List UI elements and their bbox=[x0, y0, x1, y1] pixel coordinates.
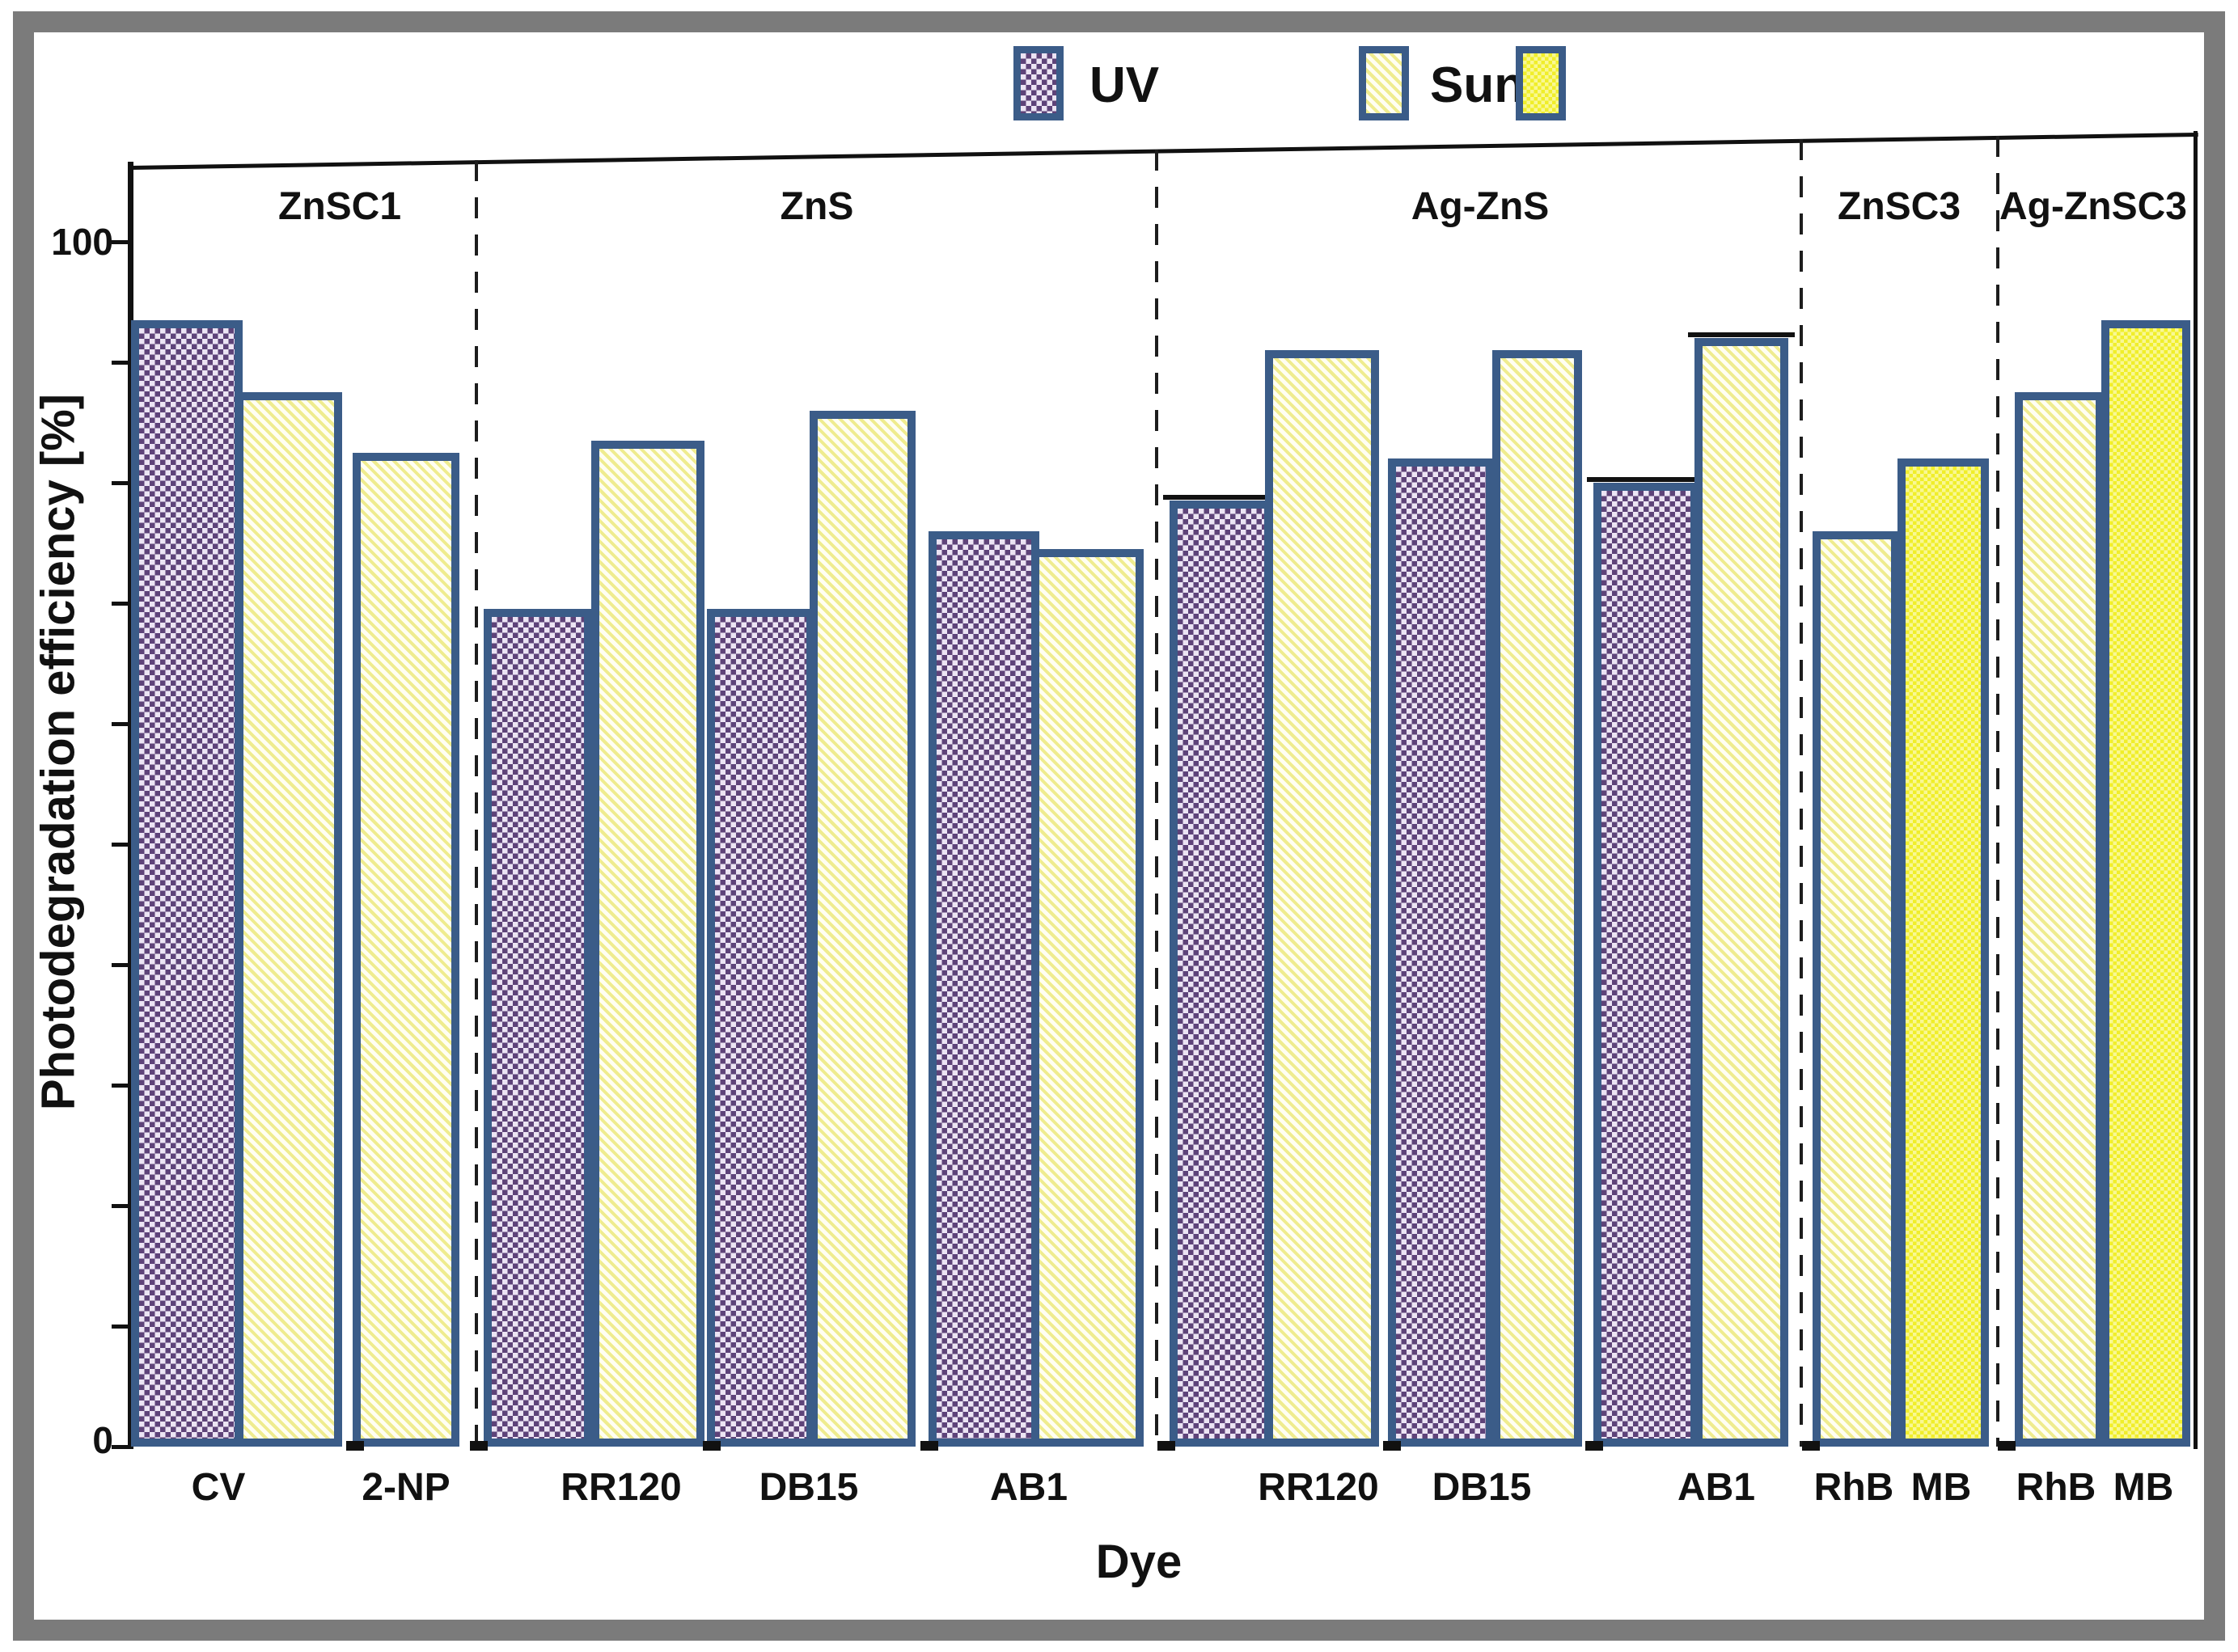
x-tick-label-ab1: AB1 bbox=[989, 1466, 1068, 1509]
x-axis-tick bbox=[920, 1441, 938, 1451]
group-separator-line bbox=[1155, 150, 1158, 1447]
bar-top-cap-line bbox=[1163, 495, 1279, 501]
y-axis-title: Photodegradation efficiency [%] bbox=[32, 393, 85, 1111]
group-label-zns: ZnS bbox=[780, 185, 854, 228]
y-axis-tick bbox=[112, 1325, 131, 1329]
group-label-ag-zns: Ag-ZnS bbox=[1411, 185, 1550, 228]
x-tick-label-cv: CV bbox=[191, 1466, 246, 1509]
x-axis-tick bbox=[346, 1441, 364, 1451]
legend-uv-label: UV bbox=[1089, 57, 1160, 113]
bar-zns-ab1-uv bbox=[929, 530, 1039, 1447]
group-label-znsc3: ZnSC3 bbox=[1837, 185, 1961, 228]
y-axis-tick bbox=[112, 602, 131, 606]
group-label-znsc1: ZnSC1 bbox=[277, 185, 402, 228]
bar-top-cap-line bbox=[1587, 477, 1705, 482]
x-tick-label-mb: MB bbox=[2113, 1466, 2174, 1509]
x-axis-tick bbox=[703, 1441, 721, 1451]
bar-znsc3-rhb-sun bbox=[1813, 530, 1899, 1447]
y-axis-tick bbox=[112, 843, 131, 847]
x-axis-title: Dye bbox=[1095, 1536, 1182, 1588]
x-tick-label-rhb: RhB bbox=[2016, 1466, 2096, 1509]
y-axis-tick bbox=[112, 722, 131, 726]
y-axis-tick bbox=[112, 963, 131, 967]
bar-ag-zns-rr120-uv bbox=[1170, 501, 1272, 1447]
plot-top-border bbox=[131, 132, 2198, 170]
x-tick-label-rr120: RR120 bbox=[561, 1466, 682, 1509]
x-tick-label-db15: DB15 bbox=[759, 1466, 859, 1509]
x-axis-tick bbox=[470, 1441, 488, 1451]
bar-zns-db15-uv bbox=[707, 609, 814, 1447]
right-spine bbox=[2194, 131, 2198, 1449]
x-axis-tick bbox=[1998, 1441, 2016, 1451]
group-separator-line bbox=[1996, 136, 1999, 1447]
group-separator-line bbox=[475, 160, 478, 1447]
x-tick-label-2-np: 2-NP bbox=[362, 1466, 451, 1509]
bar-znsc1-cv-uv bbox=[131, 319, 243, 1447]
x-tick-label-rr120: RR120 bbox=[1258, 1466, 1379, 1509]
bar-ag-znsc3-mb-sun bbox=[2101, 319, 2190, 1447]
y-axis-tick bbox=[112, 1204, 131, 1208]
y-axis-spine bbox=[128, 162, 133, 1449]
bar-ag-zns-rr120-sun bbox=[1265, 350, 1379, 1447]
x-tick-label-ab1: AB1 bbox=[1677, 1466, 1756, 1509]
x-tick-label-mb: MB bbox=[1910, 1466, 1972, 1509]
bar-top-cap-line bbox=[1688, 332, 1795, 338]
x-axis-tick bbox=[1157, 1441, 1175, 1451]
bar-zns-rr120-sun bbox=[591, 440, 704, 1447]
x-axis-tick bbox=[1802, 1441, 1820, 1451]
y-tick-label-100: 100 bbox=[51, 221, 113, 263]
bar-ag-zns-db15-uv bbox=[1388, 458, 1494, 1447]
group-separator-line bbox=[1800, 139, 1803, 1447]
y-axis-tick bbox=[112, 1445, 131, 1449]
y-axis-tick bbox=[112, 240, 131, 244]
bar-znsc3-mb-sun bbox=[1897, 458, 1989, 1447]
y-tick-label-0: 0 bbox=[92, 1419, 113, 1461]
x-tick-label-db15: DB15 bbox=[1432, 1466, 1532, 1509]
legend-solid-swatch bbox=[1516, 46, 1566, 120]
y-axis-tick bbox=[112, 1084, 131, 1088]
y-axis-tick bbox=[112, 361, 131, 365]
group-label-ag-znsc3: Ag-ZnSC3 bbox=[1999, 185, 2187, 228]
bar-ag-zns-ab1-sun bbox=[1694, 338, 1788, 1447]
bar-ag-zns-ab1-uv bbox=[1593, 483, 1699, 1447]
legend-uv-swatch bbox=[1013, 46, 1064, 120]
y-axis-tick bbox=[112, 481, 131, 485]
x-axis-tick bbox=[1383, 1441, 1401, 1451]
legend-sun-label: Sun bbox=[1430, 57, 1525, 113]
bar-ag-znsc3-rhb-sun bbox=[2015, 392, 2104, 1447]
x-tick-label-rhb: RhB bbox=[1813, 1466, 1894, 1509]
x-axis-tick bbox=[1585, 1441, 1603, 1451]
bar-zns-rr120-uv bbox=[484, 609, 592, 1447]
legend-sun-swatch bbox=[1359, 46, 1409, 120]
bar-znsc1-2-np-sun bbox=[353, 452, 459, 1447]
bar-zns-db15-sun bbox=[810, 410, 916, 1447]
bar-znsc1-cv-sun bbox=[235, 392, 342, 1447]
bar-zns-ab1-sun bbox=[1031, 548, 1144, 1447]
bar-ag-zns-db15-sun bbox=[1492, 350, 1582, 1447]
